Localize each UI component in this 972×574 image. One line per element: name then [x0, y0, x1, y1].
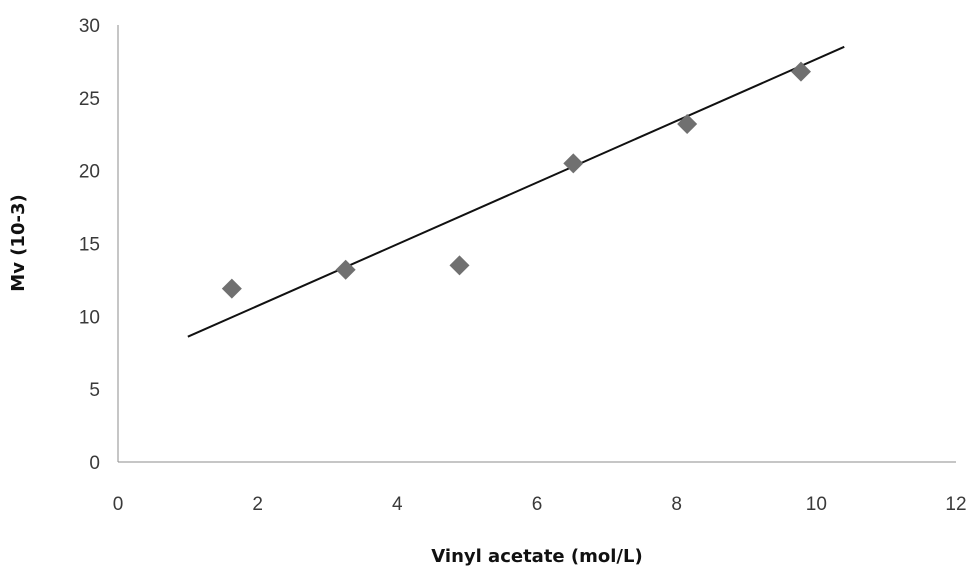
y-axis-title: Mv (10-3) [8, 194, 29, 291]
y-tick-label: 10 [79, 307, 100, 328]
trendline [187, 45, 845, 338]
y-tick-label: 15 [79, 235, 100, 256]
data-point [449, 255, 470, 276]
data-point [221, 278, 242, 299]
data-points [221, 61, 811, 299]
data-point [790, 61, 811, 82]
data-point [677, 114, 698, 135]
data-point [335, 259, 356, 280]
axes [117, 25, 956, 463]
x-tick-label: 2 [252, 494, 263, 515]
x-tick-label: 4 [392, 494, 403, 515]
trendline-group [187, 45, 845, 338]
y-tick-label: 30 [79, 16, 100, 37]
y-tick-label: 0 [89, 453, 100, 474]
y-tick-label: 5 [89, 380, 100, 401]
x-tick-label: 10 [806, 494, 827, 515]
y-tick-label: 20 [79, 162, 100, 183]
x-tick-label: 8 [671, 494, 682, 515]
y-tick-labels: 0 5 10 15 20 25 30 [79, 16, 100, 474]
x-axis-title: Vinyl acetate (mol/L) [431, 546, 642, 567]
y-tick-label: 25 [79, 89, 100, 110]
x-tick-label: 6 [532, 494, 543, 515]
data-point [563, 153, 584, 174]
x-tick-label: 12 [945, 494, 966, 515]
x-tick-label: 0 [113, 494, 124, 515]
x-tick-labels: 0 2 4 6 8 10 12 [113, 494, 967, 515]
